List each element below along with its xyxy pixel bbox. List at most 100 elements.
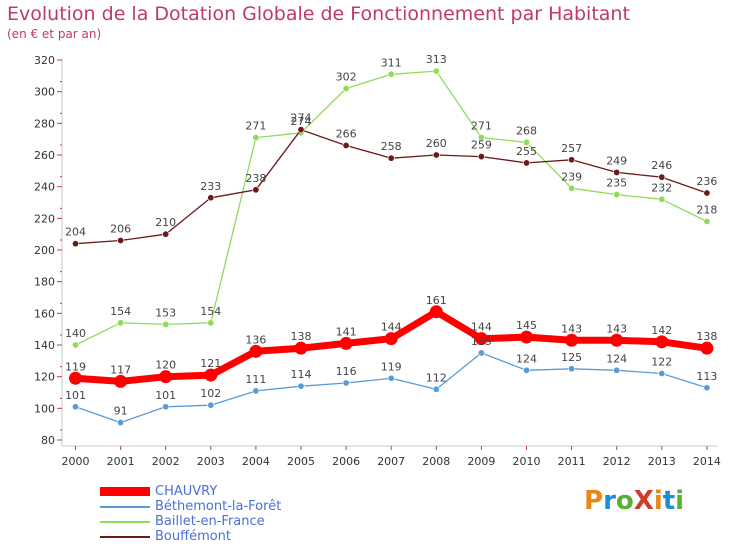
- data-point: [384, 332, 398, 346]
- data-label: 144: [471, 321, 492, 334]
- y-tick-label: 180: [34, 276, 55, 289]
- data-label: 274: [291, 115, 312, 128]
- proxiti-logo: ProXiti: [584, 486, 684, 516]
- x-tick-label: 2007: [377, 455, 405, 468]
- data-label: 154: [200, 305, 221, 318]
- data-point: [72, 403, 80, 411]
- y-tick-label: 240: [34, 181, 55, 194]
- y-tick-label: 100: [34, 402, 55, 415]
- data-label: 232: [651, 181, 672, 194]
- series-1: [72, 349, 711, 427]
- data-label: 124: [606, 352, 627, 365]
- data-label: 141: [336, 325, 357, 338]
- data-point: [565, 333, 579, 347]
- y-tick-label: 160: [34, 307, 55, 320]
- logo-letter: i: [675, 486, 685, 516]
- y-tick-label: 200: [34, 244, 55, 257]
- data-label: 124: [516, 352, 537, 365]
- legend-swatch: [100, 535, 150, 538]
- x-tick-label: 2001: [107, 455, 135, 468]
- data-point: [568, 184, 576, 192]
- data-label: 114: [291, 368, 312, 381]
- logo-letter: X: [633, 486, 654, 516]
- y-tick-label: 140: [34, 339, 55, 352]
- data-label: 136: [245, 333, 266, 346]
- data-label: 135: [471, 335, 492, 348]
- data-point: [477, 134, 485, 142]
- data-point: [568, 156, 576, 164]
- data-label: 120: [155, 359, 176, 372]
- data-point: [658, 195, 666, 203]
- data-point: [117, 237, 125, 245]
- data-point: [162, 320, 170, 328]
- data-point: [613, 191, 621, 199]
- data-label: 142: [651, 324, 672, 337]
- series-line: [75, 70, 708, 346]
- data-label: 266: [336, 128, 357, 141]
- data-point: [568, 365, 576, 373]
- data-point: [703, 189, 711, 197]
- data-label: 260: [426, 137, 447, 150]
- data-point: [342, 85, 350, 93]
- x-tick-label: 2005: [287, 455, 315, 468]
- data-point: [658, 369, 666, 377]
- data-point: [207, 319, 215, 327]
- data-point: [610, 333, 624, 347]
- data-point: [297, 126, 305, 134]
- data-label: 91: [114, 405, 128, 418]
- logo-letter: r: [603, 486, 616, 516]
- legend-swatch: [100, 505, 150, 508]
- data-point: [342, 142, 350, 150]
- legend-label: Baillet-en-France: [155, 514, 265, 529]
- data-label: 239: [561, 170, 582, 183]
- x-tick-label: 2004: [242, 455, 270, 468]
- data-label: 257: [561, 142, 582, 155]
- data-label: 161: [426, 294, 447, 307]
- x-tick-label: 2008: [422, 455, 450, 468]
- data-point: [207, 194, 215, 202]
- data-label: 116: [336, 365, 357, 378]
- data-label: 112: [426, 371, 447, 384]
- data-label: 311: [381, 56, 402, 69]
- data-point: [339, 336, 353, 350]
- data-point: [249, 344, 263, 358]
- x-tick-label: 2006: [332, 455, 360, 468]
- y-tick-label: 80: [41, 434, 55, 447]
- data-label: 210: [155, 216, 176, 229]
- x-tick-label: 2003: [197, 455, 225, 468]
- data-label: 233: [200, 180, 221, 193]
- data-point: [474, 332, 488, 346]
- x-tick-label: 2012: [603, 455, 631, 468]
- data-point: [613, 168, 621, 176]
- data-label: 274: [291, 112, 312, 125]
- data-label: 218: [696, 204, 717, 217]
- x-tick-label: 2011: [558, 455, 586, 468]
- line-chart: 80 100 120 140 160 180 200 220 240 260 280 300 320 20…: [34, 53, 721, 468]
- data-label: 145: [516, 319, 537, 332]
- data-label: 113: [696, 370, 717, 383]
- axes: 80 100 120 140 160 180 200 220 240 260 280 300 320 20…: [34, 54, 721, 468]
- data-point: [114, 374, 128, 388]
- data-label: 143: [606, 322, 627, 335]
- data-point: [522, 159, 530, 167]
- data-label: 313: [426, 53, 447, 66]
- data-point: [655, 335, 669, 349]
- data-label: 111: [245, 373, 266, 386]
- data-label: 154: [110, 305, 131, 318]
- data-label: 138: [291, 330, 312, 343]
- legend-label: CHAUVRY: [155, 484, 218, 499]
- data-point: [72, 240, 80, 248]
- x-tick-label: 2010: [513, 455, 541, 468]
- data-point: [117, 419, 125, 427]
- data-point: [432, 67, 440, 75]
- data-point: [162, 403, 170, 411]
- data-point: [703, 218, 711, 226]
- x-tick-label: 2009: [467, 455, 495, 468]
- data-label: 204: [65, 226, 86, 239]
- data-label: 138: [696, 330, 717, 343]
- logo-letter: t: [662, 486, 676, 516]
- data-label: 206: [110, 223, 131, 236]
- legend-swatch: [100, 520, 150, 523]
- x-tick-label: 2014: [693, 455, 721, 468]
- data-point: [252, 134, 260, 142]
